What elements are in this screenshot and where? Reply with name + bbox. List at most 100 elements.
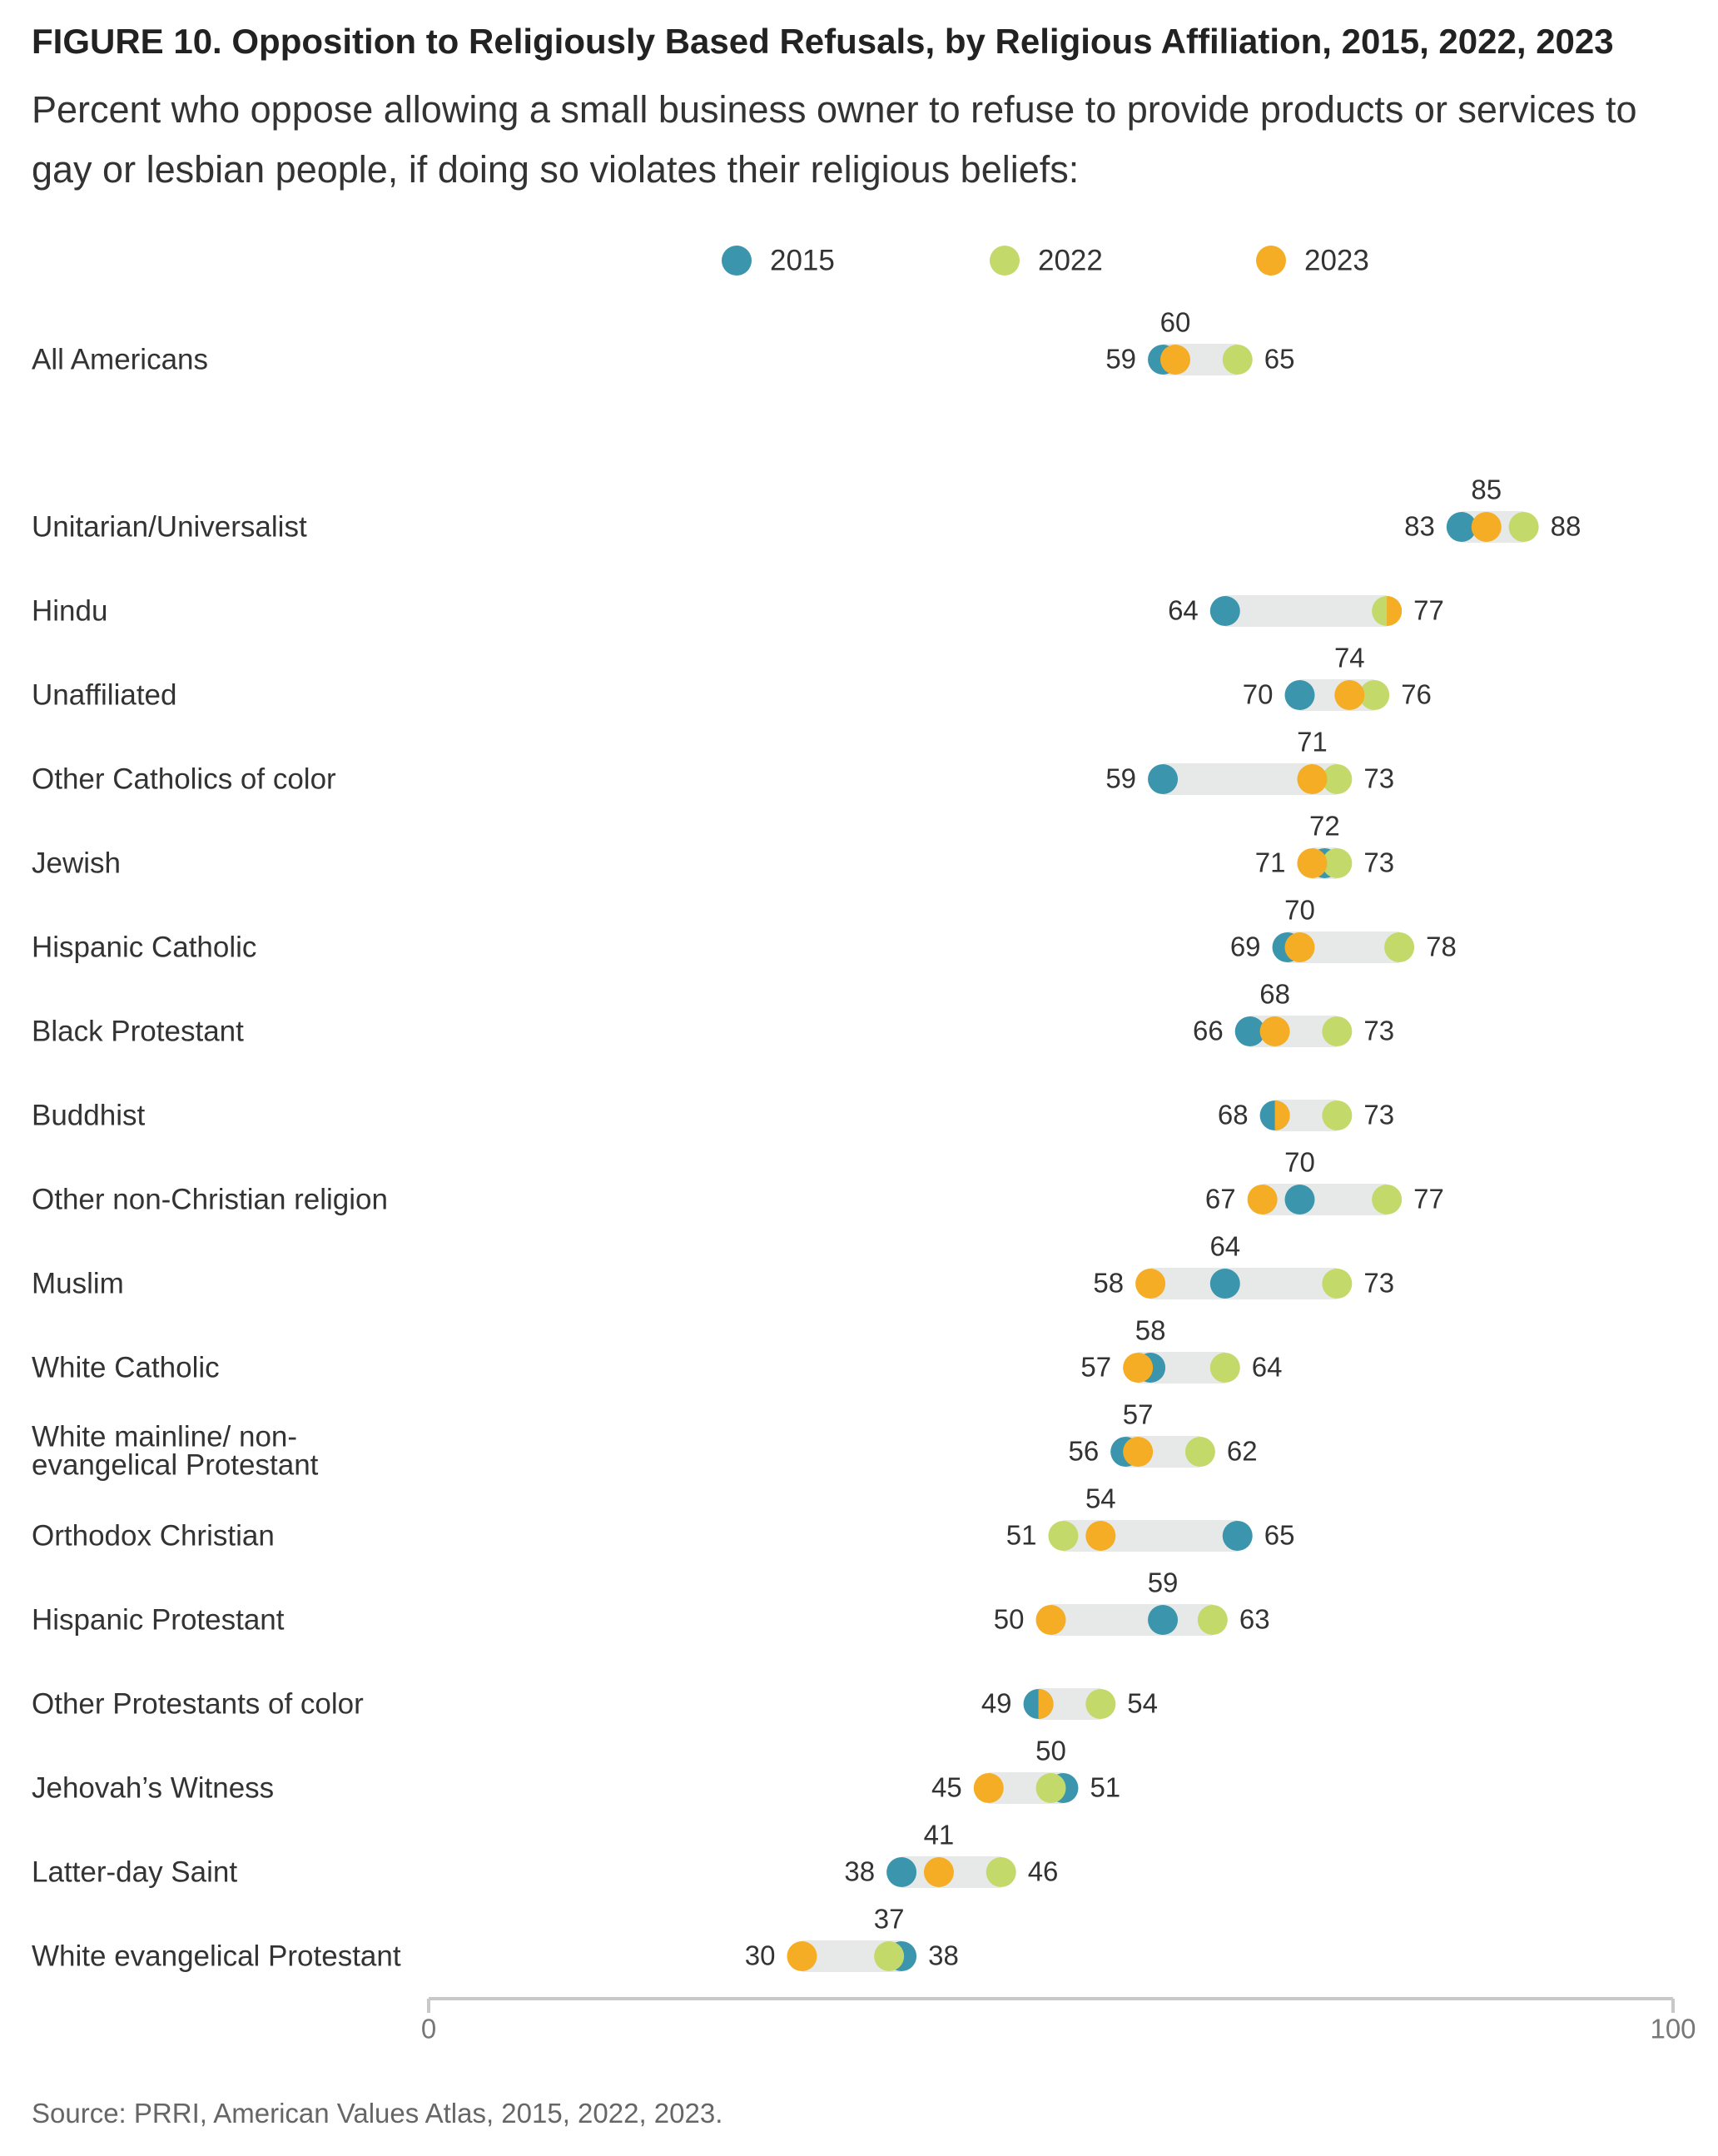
value-label-low: 71: [1255, 847, 1286, 878]
value-label-high: 73: [1363, 847, 1394, 878]
category-label: evangelical Protestant: [32, 1448, 319, 1481]
dot-2023: [1284, 932, 1315, 962]
dot-2023: [1135, 1269, 1166, 1299]
value-label-low: 64: [1168, 595, 1199, 626]
value-label-high: 46: [1028, 1856, 1059, 1887]
value-label-low: 38: [844, 1856, 875, 1887]
dot-2022: [1508, 512, 1539, 542]
value-label-low: 45: [931, 1772, 962, 1803]
dot-2023: [1387, 596, 1403, 626]
x-tick-label: 0: [421, 2014, 436, 2044]
value-label-high: 77: [1413, 1184, 1444, 1215]
dot-2023: [1160, 345, 1190, 375]
value-label-high: 76: [1401, 679, 1432, 710]
category-label: Muslim: [32, 1267, 124, 1299]
value-label-high: 88: [1551, 511, 1581, 542]
value-label-high: 73: [1363, 1100, 1394, 1130]
dot-2022: [1359, 680, 1390, 710]
dot-2023: [1297, 764, 1328, 794]
legend-label-2022: 2022: [1038, 244, 1103, 276]
source-note: Source: PRRI, American Values Atlas, 201…: [32, 2098, 723, 2129]
category-label: Unitarian/Universalist: [32, 510, 307, 543]
value-label-high: 73: [1363, 1268, 1394, 1299]
chart-title: FIGURE 10. Opposition to Religiously Bas…: [32, 22, 1614, 61]
value-label-high: 65: [1264, 344, 1295, 375]
category-label: Unaffiliated: [32, 678, 176, 711]
category-label: White mainline/ non-: [32, 1420, 297, 1453]
dot-2023: [1247, 1185, 1278, 1215]
dot-2022: [1384, 932, 1415, 962]
value-label-mid: 70: [1284, 1147, 1315, 1178]
dot-2015: [1209, 1269, 1240, 1299]
value-label-mid: 71: [1297, 727, 1328, 758]
dot-2023: [1259, 1016, 1290, 1046]
value-label-mid: 59: [1148, 1567, 1179, 1598]
value-label-low: 58: [1093, 1268, 1124, 1299]
value-label-mid: 54: [1085, 1483, 1116, 1514]
dot-2023: [923, 1857, 954, 1887]
category-label: Jehovah’s Witness: [32, 1771, 274, 1804]
category-label: Buddhist: [32, 1099, 145, 1131]
value-label-low: 66: [1193, 1016, 1224, 1046]
dot-2022: [1222, 345, 1253, 375]
category-label: Latter-day Saint: [32, 1855, 237, 1888]
dot-2023: [1085, 1521, 1116, 1551]
dot-2015: [1148, 764, 1179, 794]
dot-2022: [1048, 1521, 1079, 1551]
category-label: Hispanic Catholic: [32, 931, 256, 963]
value-label-low: 49: [981, 1688, 1012, 1719]
dot-2015: [1209, 596, 1240, 626]
dot-2022: [1322, 764, 1353, 794]
value-label-high: 64: [1252, 1352, 1283, 1383]
dot-2022: [1209, 1353, 1240, 1383]
dot-2023: [1297, 848, 1328, 878]
category-label: Other non-Christian religion: [32, 1183, 388, 1215]
value-label-mid: 41: [924, 1820, 955, 1850]
value-label-low: 59: [1105, 344, 1136, 375]
legend-marker-2022: [990, 246, 1020, 276]
legend-marker-2023: [1256, 246, 1286, 276]
dot-2023: [1123, 1437, 1154, 1467]
dot-2023: [1334, 680, 1365, 710]
value-label-mid: 37: [874, 1904, 905, 1935]
dot-2023: [973, 1773, 1004, 1803]
value-label-low: 51: [1006, 1520, 1037, 1551]
category-label: Other Catholics of color: [32, 763, 336, 795]
value-label-mid: 60: [1160, 307, 1191, 338]
legend-label-2023: 2023: [1304, 244, 1369, 276]
category-label: Black Protestant: [32, 1015, 244, 1047]
dot-2022: [986, 1857, 1016, 1887]
dot-2022: [874, 1941, 905, 1971]
chart-subtitle: Percent who oppose allowing a small busi…: [32, 88, 1637, 191]
dot-2023: [1035, 1605, 1066, 1635]
dot-2022: [1184, 1437, 1215, 1467]
value-label-low: 30: [745, 1940, 776, 1971]
category-label: Other Protestants of color: [32, 1687, 364, 1720]
dot-2015: [1148, 1605, 1179, 1635]
value-label-low: 70: [1243, 679, 1274, 710]
value-label-low: 83: [1404, 511, 1435, 542]
dot-2022: [1322, 848, 1353, 878]
dot-2022: [1322, 1100, 1353, 1130]
value-label-high: 73: [1363, 763, 1394, 794]
value-label-low: 59: [1105, 763, 1136, 794]
dot-2022: [1197, 1605, 1228, 1635]
legend-marker-2015: [722, 246, 752, 276]
value-label-low: 57: [1080, 1352, 1111, 1383]
value-label-high: 77: [1413, 595, 1444, 626]
dot-2023: [1123, 1353, 1154, 1383]
category-label: Jewish: [32, 847, 121, 879]
dot-2022: [1322, 1016, 1353, 1046]
dot-2015: [1446, 512, 1477, 542]
value-label-mid: 68: [1259, 979, 1290, 1010]
value-label-low: 56: [1068, 1436, 1099, 1467]
category-label: White Catholic: [32, 1351, 220, 1384]
value-label-low: 67: [1205, 1184, 1236, 1215]
dot-2015: [1234, 1016, 1265, 1046]
value-label-high: 65: [1264, 1520, 1295, 1551]
dot-2015: [1222, 1521, 1253, 1551]
value-label-mid: 58: [1135, 1315, 1166, 1346]
dot-2022: [1372, 1185, 1403, 1215]
value-label-mid: 72: [1309, 811, 1340, 842]
